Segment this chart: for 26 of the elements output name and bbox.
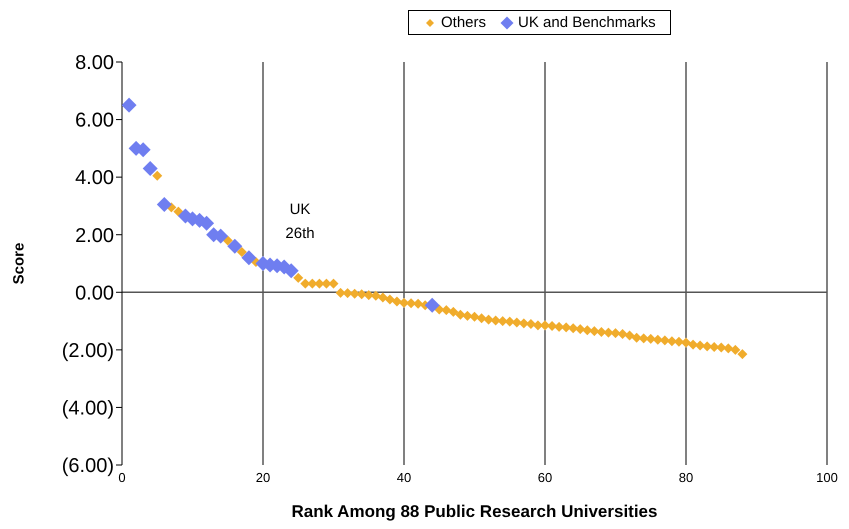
x-tick-label: 0 (118, 470, 126, 486)
y-tick-label: 0.00 (75, 282, 114, 304)
point (284, 263, 299, 278)
x-tick-label: 40 (396, 470, 412, 486)
y-axis-title: Score (10, 242, 28, 284)
point (241, 250, 256, 266)
x-axis-title: Rank Among 88 Public Research Universities (292, 502, 658, 521)
y-tick-label: 4.00 (75, 167, 114, 190)
legend-label: UK and Benchmarks (517, 14, 656, 31)
y-tick-label: 8.00 (75, 52, 114, 74)
y-tick-label: (2.00) (62, 340, 114, 362)
point (227, 238, 242, 254)
x-tick-label: 20 (256, 470, 270, 486)
x-tick-label: 60 (538, 470, 552, 486)
point (424, 298, 440, 313)
legend-label: Others (440, 14, 486, 31)
x-tick-label: 100 (816, 470, 838, 486)
point (156, 196, 172, 212)
point (122, 98, 137, 113)
y-tick-label: 2.00 (75, 224, 114, 247)
x-tick-label: 80 (678, 470, 694, 486)
point (142, 161, 158, 176)
annotation: UK 26th (284, 200, 316, 244)
y-tick-label: 6.00 (75, 110, 114, 132)
y-tick-label: (6.00) (62, 455, 114, 478)
y-tick-label: (4.00) (62, 398, 114, 420)
